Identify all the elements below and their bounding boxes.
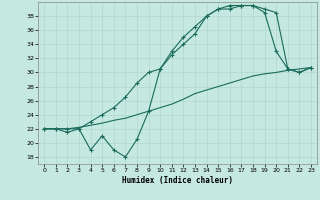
X-axis label: Humidex (Indice chaleur): Humidex (Indice chaleur): [122, 176, 233, 185]
